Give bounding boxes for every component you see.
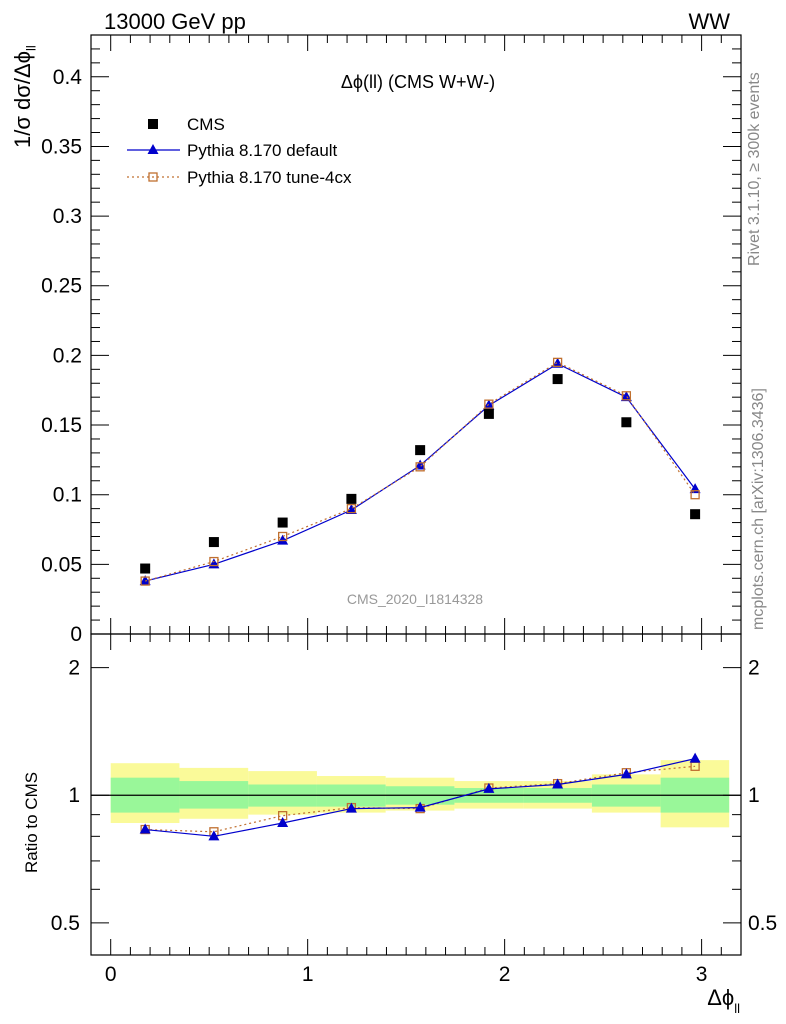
y-tick-label-7: 0.35 (41, 135, 82, 158)
legend-label-2: Pythia 8.170 tune-4cx (187, 168, 352, 187)
series-1-point-7 (620, 391, 632, 402)
series-2-point-4 (415, 462, 425, 472)
ratio-tick-label-left-2: 2 (68, 657, 80, 680)
series-1-point-4 (414, 459, 426, 470)
legend-marker-1 (147, 144, 159, 154)
ratio-0-point-1 (208, 830, 220, 841)
series-0-point-1 (208, 537, 219, 548)
ratio-series-layer (139, 752, 701, 841)
ratio-0-point-4 (414, 801, 426, 812)
main-plot-frame: 0 0.05 0.1 0.15 0.2 0.25 0.3 0.35 0.4 (41, 34, 742, 646)
series-2-point-5 (484, 399, 494, 409)
series-0-point-0 (140, 563, 151, 574)
series-2-point-0 (140, 576, 150, 586)
x-tick-label-0: 0 (105, 963, 117, 986)
x-axis-title: Δϕll (707, 985, 740, 1016)
ratio-0-point-3 (345, 802, 357, 813)
series-line-2 (145, 361, 696, 582)
series-0-point-2 (277, 517, 288, 528)
series-2-point-8 (690, 490, 700, 500)
series-2-point-6 (552, 357, 563, 368)
series-1-point-0 (139, 575, 151, 586)
y-tick-label-4: 0.2 (53, 344, 82, 367)
series-0-point-7 (621, 417, 632, 428)
ratio-uncertainty-bands (110, 760, 730, 828)
ratio-frame-box (90, 633, 742, 956)
header-right: WW (688, 9, 730, 34)
y-tick-label-6: 0.3 (53, 205, 82, 228)
series-0-point-3 (346, 493, 357, 504)
x-tick-label-3: 3 (696, 963, 708, 986)
ratio-plot-frame: 0 1 2 3 0.5 0.5 1 1 2 2 (51, 633, 777, 986)
x-tick-label-1: 1 (302, 963, 314, 986)
header-left: 13000 GeV pp (104, 9, 246, 34)
series-0-point-4 (415, 445, 426, 456)
series-line-1 (145, 363, 696, 582)
x-axis-title-main: Δϕ (707, 985, 734, 1010)
series-2-point-7 (621, 391, 632, 401)
ratio-0-point-0 (139, 823, 151, 834)
legend-marker-2 (148, 172, 158, 182)
series-0-point-6 (552, 374, 563, 385)
ratio-0-point-6 (552, 778, 564, 789)
y-tick-label-0: 0 (70, 623, 82, 646)
y-tick-label-1: 0.05 (41, 553, 82, 576)
ratio-tick-label-right-2: 2 (748, 657, 760, 680)
legend-marker-0 (148, 119, 158, 129)
watermark: CMS_2020_I1814328 (347, 591, 483, 607)
y-tick-label-8: 0.4 (53, 66, 83, 89)
ratio-0-point-7 (620, 768, 632, 779)
series-1-point-3 (345, 504, 357, 515)
series-1-point-5 (483, 399, 495, 410)
series-2-point-3 (346, 503, 357, 514)
series-1-point-2 (277, 534, 289, 545)
y-tick-label-2: 0.1 (53, 484, 82, 507)
y-tick-label-5: 0.25 (41, 275, 82, 298)
ratio-tick-label-left-1: 1 (68, 784, 80, 807)
series-2-point-1 (209, 556, 219, 567)
ratio-tick-label-right-0: 0.5 (748, 912, 777, 935)
series-0-point-5 (483, 408, 494, 419)
ratio-0-point-5 (483, 782, 495, 793)
x-axis-title-sub: ll (734, 1001, 740, 1016)
series-2-point-2 (278, 531, 288, 542)
ratio-1-point-8 (690, 761, 700, 771)
y-tick-label-3: 0.15 (41, 414, 82, 437)
legend: CMS Pythia 8.170 default Pythia 8.170 tune… (127, 115, 352, 187)
ratio-0-point-8 (689, 752, 701, 763)
ratio-0-point-2 (277, 817, 289, 828)
x-axis-title-text: Δϕll (707, 985, 740, 1016)
ratio-tick-label-left-0: 0.5 (51, 912, 80, 935)
ratio-tick-label-right-1: 1 (748, 784, 760, 807)
chart-title: Δϕ(ll) (CMS W+W-) (341, 72, 495, 92)
series-layer (139, 357, 701, 586)
legend-label-0: CMS (187, 115, 225, 134)
x-tick-label-2: 2 (499, 963, 511, 986)
series-1-point-6 (552, 357, 564, 368)
series-0-point-8 (690, 509, 701, 520)
legend-label-1: Pythia 8.170 default (187, 141, 338, 160)
